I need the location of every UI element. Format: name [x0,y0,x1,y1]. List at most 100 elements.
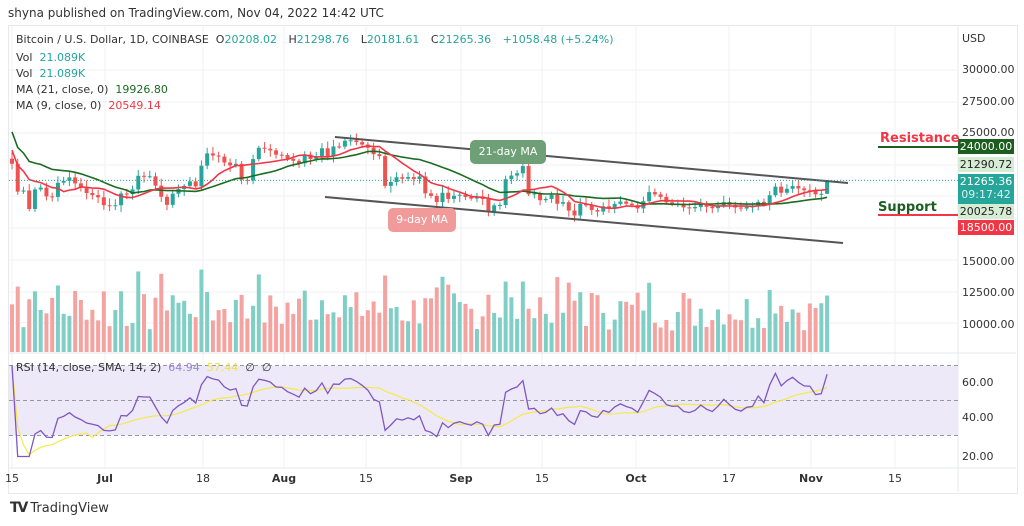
candle-body [784,188,789,193]
volume-bar [199,269,204,352]
price-tick: 27500.00 [962,95,1015,108]
volume-bar [388,308,393,352]
volume-bar [136,271,141,352]
candle-body [342,140,347,147]
candle-body [802,188,807,191]
volume-bar [503,281,508,352]
volume-bar [411,300,416,352]
candle-body [515,173,520,176]
price-tick: 10000.00 [962,318,1015,331]
volume-bar [549,322,554,352]
candle-body [417,176,422,180]
volume-bar [27,299,32,352]
candle-body [21,190,26,192]
volume-legend-1: Vol 21.089K [16,51,93,64]
candle-body [10,158,14,164]
candle-body [767,195,772,205]
candle-body [67,177,72,181]
low-label: L [360,33,367,46]
volume-bar [802,330,807,352]
volume-bar [342,295,347,352]
volume-bar [589,293,594,352]
volume-bar [222,309,227,352]
volume-bar [262,322,267,352]
candle-body [262,147,267,149]
volume-bar [205,291,210,352]
candle-body [606,206,611,209]
volume-bar [474,329,479,352]
high-label: H [288,33,297,46]
volume-bar [670,330,675,352]
volume-bar [308,319,313,352]
support-price-badge: 18500.00 [958,220,1014,235]
volume-bar [825,295,830,352]
candle-body [457,194,462,196]
volume-bar [159,273,164,352]
volume-bar [492,312,497,352]
rsi-value: 64.94 [168,361,200,374]
candle-body [520,166,525,174]
volume-bar [710,320,715,352]
candle-body [658,194,663,197]
volume-bar [784,321,789,352]
volume-bar [319,300,324,352]
volume-bar [526,308,531,352]
candle-body [159,185,164,197]
volume-bar [451,293,456,352]
volume-bar [606,329,611,352]
volume-bar [515,318,520,352]
candle-body [561,202,566,204]
volume-bar [285,302,290,352]
volume-bar [578,292,583,352]
candle-body [388,181,393,186]
price-tick: 25000.00 [962,126,1015,139]
volume-bar [84,319,89,352]
volume-bar [245,318,250,352]
support-label: Support [878,200,937,215]
candle-body [251,159,256,181]
volume-bar [417,323,422,352]
candle-body [147,176,152,178]
candle-body [670,202,675,204]
volume-bar [595,295,600,352]
volume-bar [90,309,95,352]
candle-body [130,189,135,194]
ma21-line [11,131,828,206]
volume-bar [555,277,560,352]
volume-bar [61,313,66,352]
candle-body [256,147,261,160]
volume-bar [377,312,382,352]
candle-body [302,154,307,164]
volume-bar [440,276,445,352]
time-tick: 15 [5,472,19,485]
volume-bar [55,285,60,352]
candle-body [509,175,514,180]
low-value: 20181.61 [366,33,420,46]
vol-value: 21.089K [39,51,86,64]
time-tick: Jul [97,472,113,485]
rsi-tick: 20.00 [962,450,994,463]
volume-bar [750,327,755,352]
candle-body [15,163,20,192]
volume-bar [119,291,124,352]
volume-bar [228,322,233,352]
volume-bar [790,309,795,352]
open-label: O [215,33,225,46]
volume-bar [446,284,451,352]
volume-bar [773,313,778,352]
candle-body [354,140,359,143]
time-tick: 15 [359,472,373,485]
volume-bar [601,312,606,352]
candle-body [629,203,634,206]
volume-bar [50,297,55,352]
volume-bar [383,275,388,352]
candle-body [664,196,669,203]
tradingview-logo[interactable]: TV TradingView [10,500,109,516]
candle-body [78,183,83,188]
rsi-tick: 40.00 [962,411,994,424]
ma9-value: 20549.14 [108,99,161,112]
time-tick: 17 [722,472,736,485]
candle-body [411,177,416,180]
volume-bar [675,312,680,352]
